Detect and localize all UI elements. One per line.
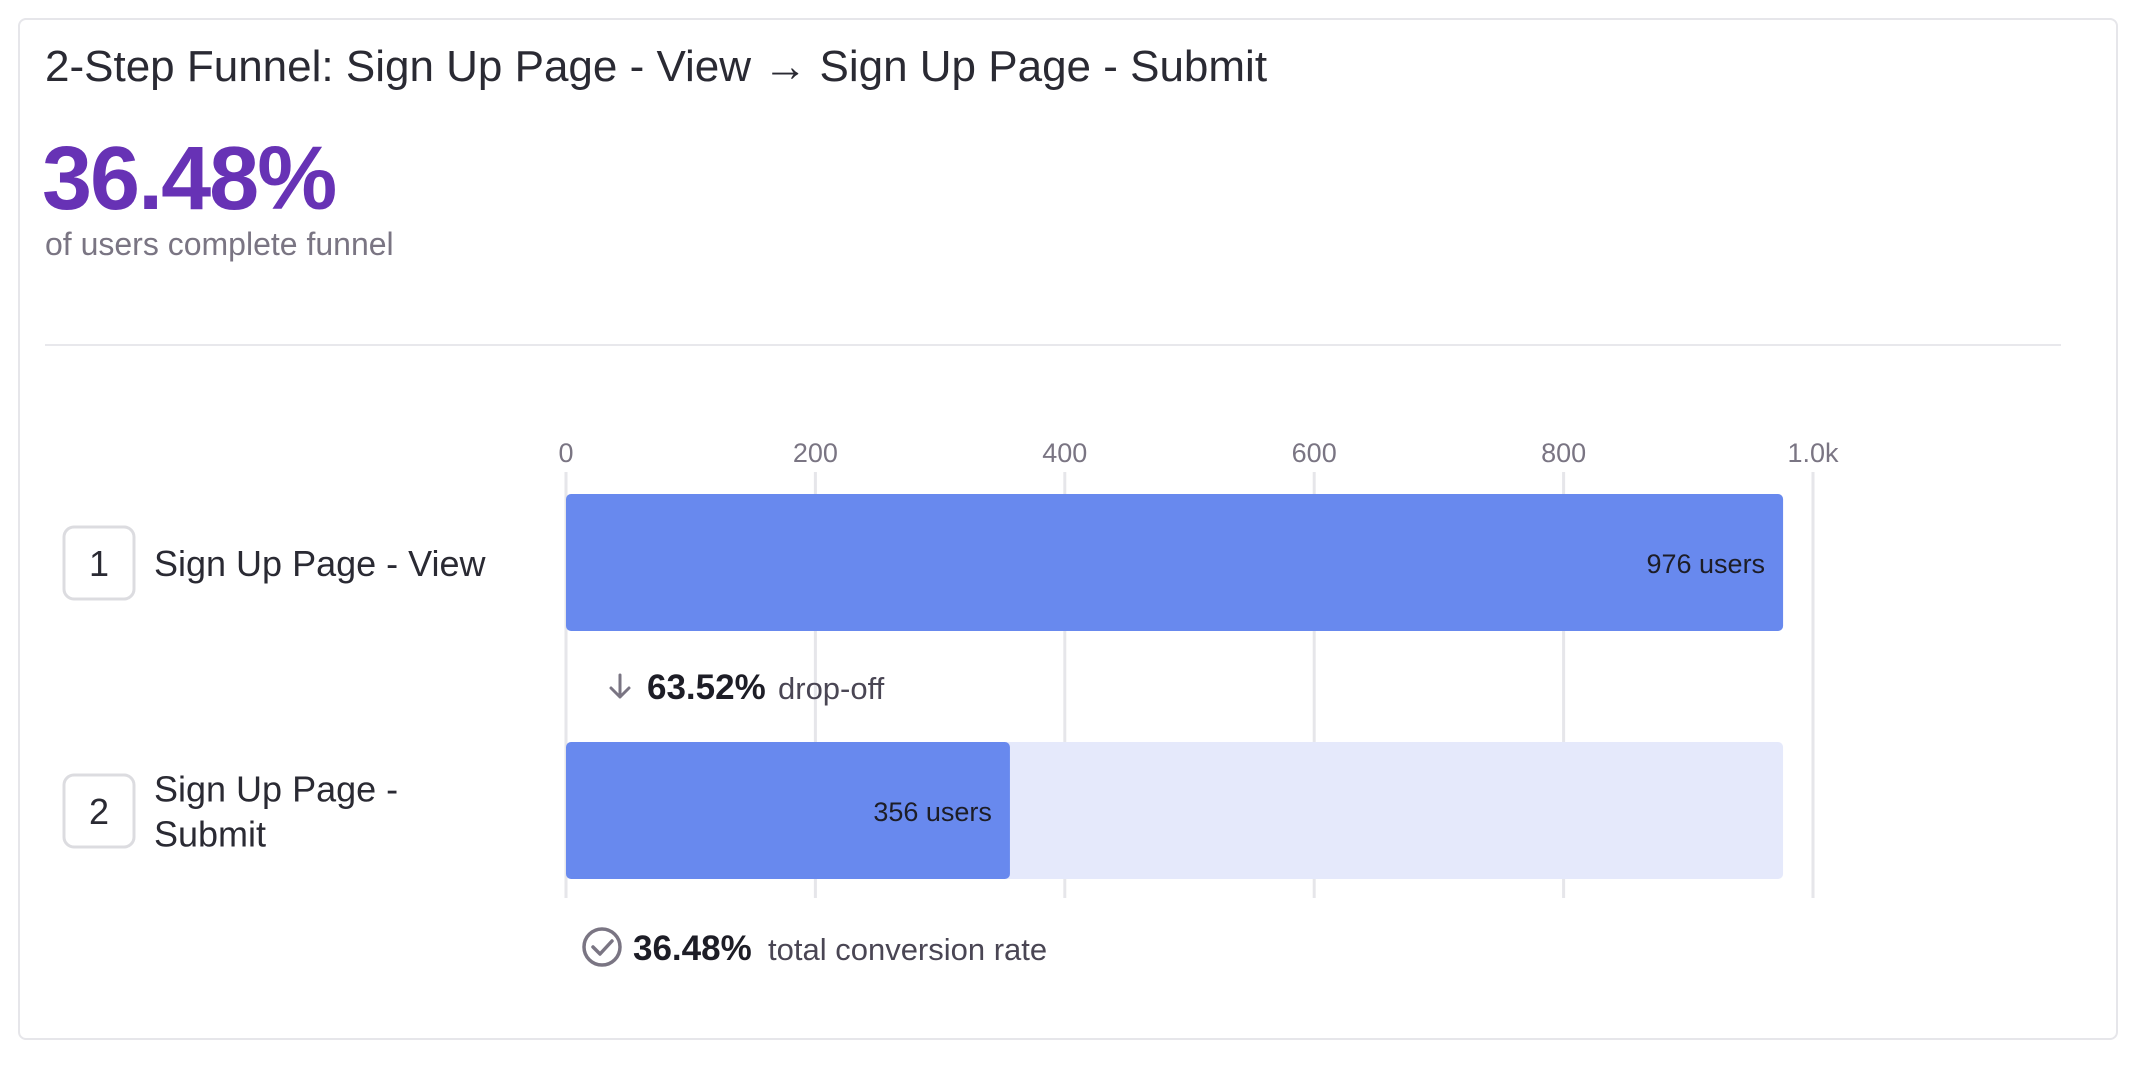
funnel-bar[interactable] — [566, 494, 1784, 631]
step-label: Sign Up Page - — [154, 769, 398, 810]
chart-title: 2-Step Funnel: Sign Up Page - View → Sig… — [45, 42, 1268, 91]
dropoff-value: 63.52% — [647, 668, 766, 707]
step-number-badge — [62, 525, 136, 601]
bar-value-label: 976 users — [1646, 549, 1765, 579]
conversion-headline: 36.48% — [42, 129, 337, 229]
step-number: 2 — [89, 791, 109, 832]
x-tick-label: 0 — [558, 438, 573, 468]
x-tick-label: 600 — [1292, 438, 1337, 468]
step-number: 1 — [89, 543, 109, 584]
dropoff-label: drop-off — [778, 671, 885, 706]
funnel-bar[interactable] — [566, 742, 1010, 879]
x-tick-label: 400 — [1042, 438, 1087, 468]
x-tick-label: 1.0k — [1787, 438, 1839, 468]
x-tick-label: 200 — [793, 438, 838, 468]
x-tick-label: 800 — [1541, 438, 1586, 468]
check-circle-icon — [582, 927, 622, 967]
arrow-down-icon — [609, 673, 631, 699]
step-label: Sign Up Page - View — [154, 543, 487, 584]
step-label: Submit — [154, 814, 266, 855]
conversion-label: total conversion rate — [768, 932, 1047, 967]
bar-value-label: 356 users — [873, 797, 992, 827]
conversion-subtitle: of users complete funnel — [45, 226, 394, 262]
step-number-badge — [62, 773, 136, 849]
check-icon — [591, 939, 614, 956]
conversion-value: 36.48% — [633, 929, 752, 968]
divider — [45, 344, 2061, 346]
